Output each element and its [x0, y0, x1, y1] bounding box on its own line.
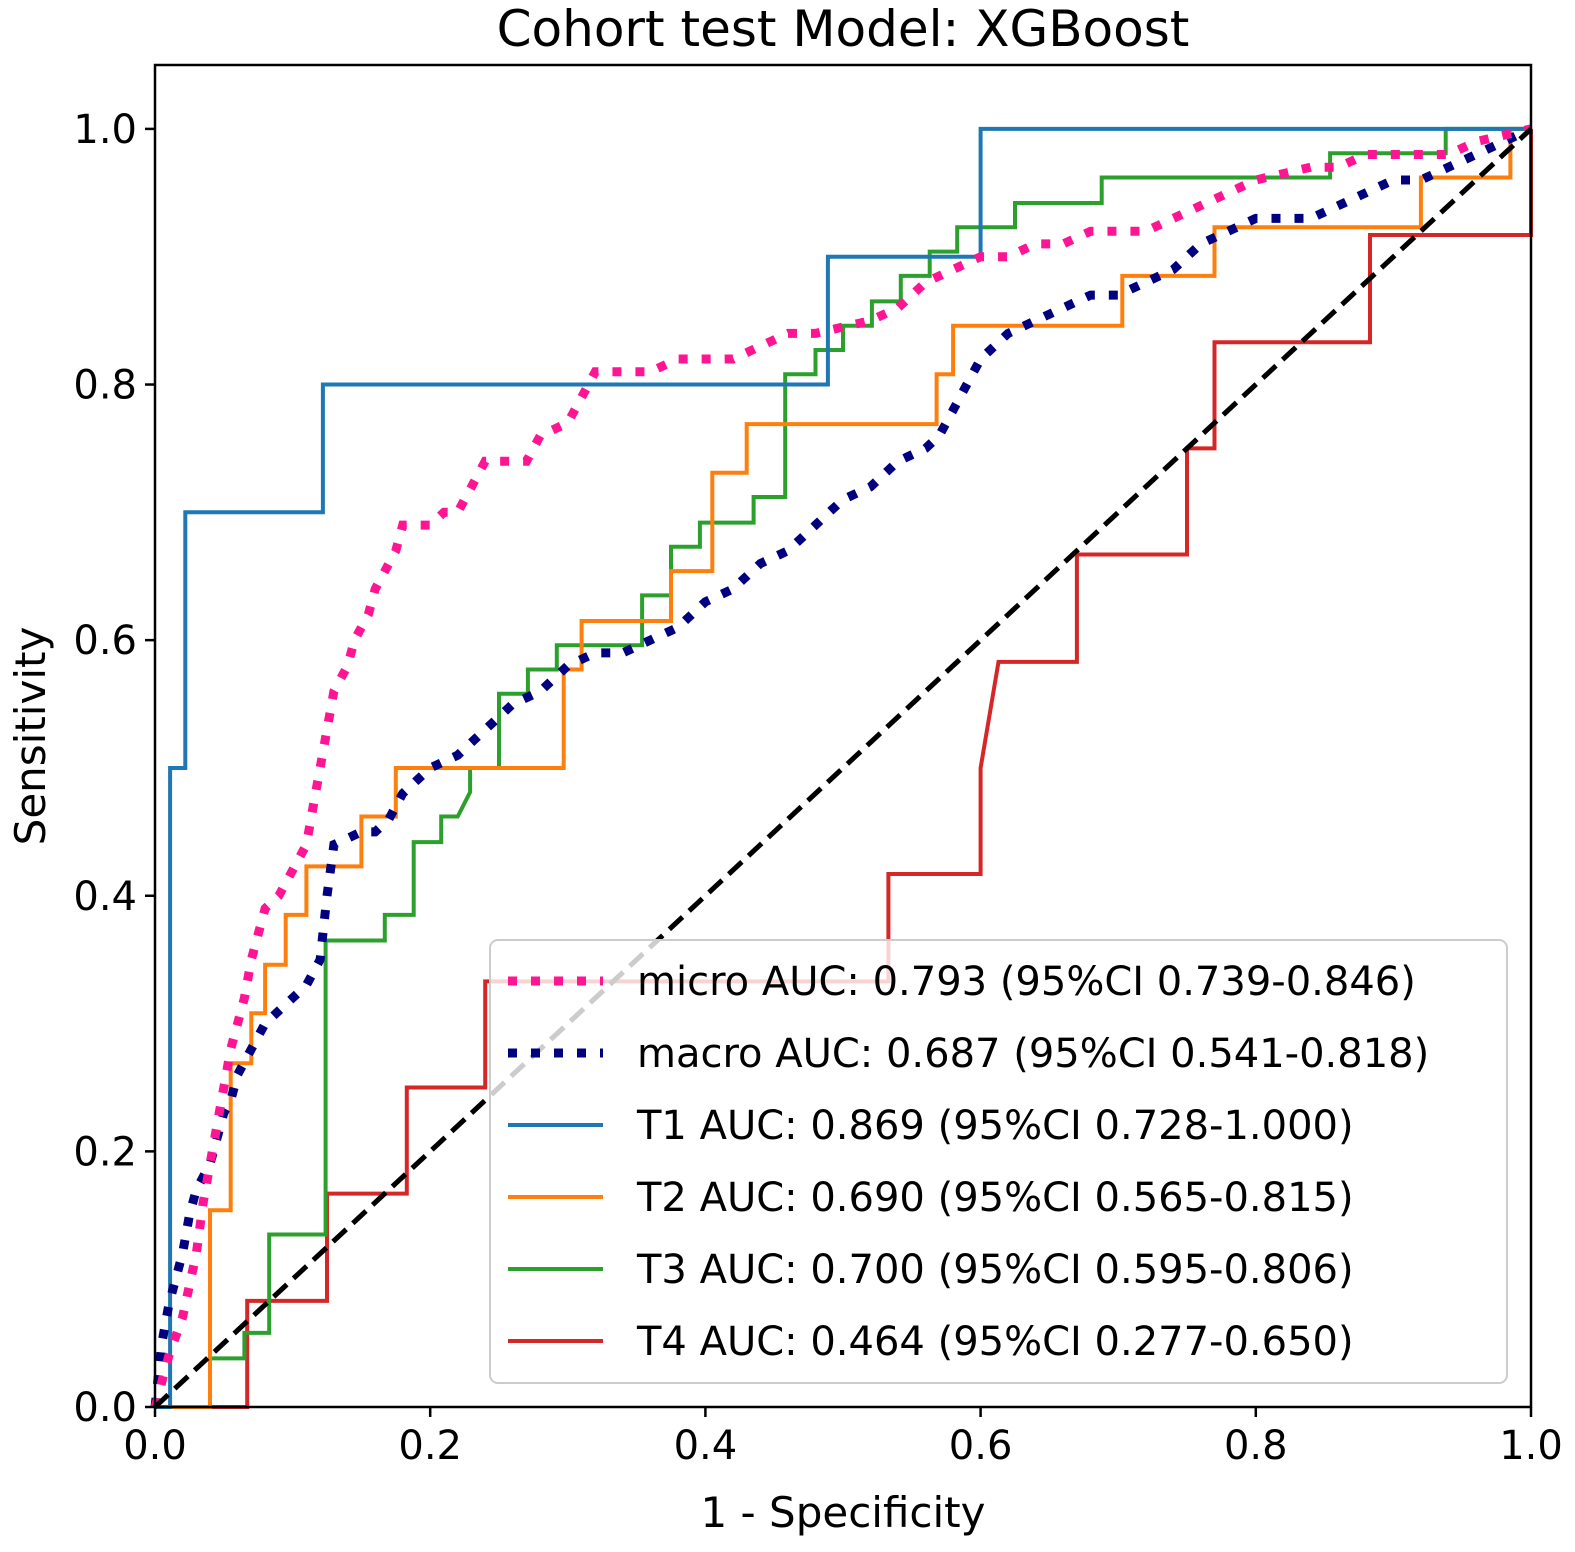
legend-label-T4: T4 AUC: 0.464 (95%CI 0.277-0.650): [636, 1319, 1354, 1365]
legend-label-micro: micro AUC: 0.793 (95%CI 0.739-0.846): [637, 959, 1416, 1005]
x-tick-label: 0.0: [123, 1423, 187, 1469]
series-line-T1: [155, 126, 1531, 1409]
y-axis-label: Sensitivity: [6, 627, 55, 846]
x-tick-label: 1.0: [1499, 1423, 1563, 1469]
y-axis: 0.0 0.2 0.4 0.6 0.8 1.0: [73, 107, 155, 1431]
x-tick-label: 0.8: [1224, 1423, 1288, 1469]
plot-frame: [153, 63, 1533, 1409]
y-tick-label: 0.6: [73, 618, 137, 664]
y-tick-label: 0.4: [73, 874, 137, 920]
series-line-macro: [150, 124, 1533, 1408]
legend-label-T3: T3 AUC: 0.700 (95%CI 0.595-0.806): [636, 1247, 1354, 1293]
legend: micro AUC: 0.793 (95%CI 0.739-0.846) macr…: [489, 939, 1508, 1384]
y-tick-label: 0.0: [73, 1385, 137, 1431]
series-line-chance: [153, 127, 1533, 1409]
x-tick-label: 0.6: [949, 1423, 1013, 1469]
legend-label-T1: T1 AUC: 0.869 (95%CI 0.728-1.000): [636, 1103, 1354, 1149]
series-line-T2: [155, 126, 1531, 1409]
x-axis: 0.0 0.2 0.4 0.6 0.8 1.0: [123, 1407, 1563, 1469]
y-tick-label: 0.8: [73, 363, 137, 409]
x-tick-label: 0.4: [674, 1423, 738, 1469]
chart-title: Cohort test Model: XGBoost: [497, 0, 1190, 58]
series-line-micro: [150, 124, 1533, 1409]
x-axis-label: 1 - Specificity: [700, 1488, 985, 1537]
y-tick-label: 0.2: [73, 1129, 137, 1175]
legend-box: [489, 939, 1508, 1384]
series-layer: [150, 124, 1533, 1409]
series-line-T3: [155, 126, 1531, 1409]
x-tick-label: 0.2: [398, 1423, 462, 1469]
y-tick-label: 1.0: [73, 107, 137, 153]
legend-label-macro: macro AUC: 0.687 (95%CI 0.541-0.818): [637, 1031, 1429, 1077]
legend-label-T2: T2 AUC: 0.690 (95%CI 0.565-0.815): [636, 1175, 1354, 1221]
